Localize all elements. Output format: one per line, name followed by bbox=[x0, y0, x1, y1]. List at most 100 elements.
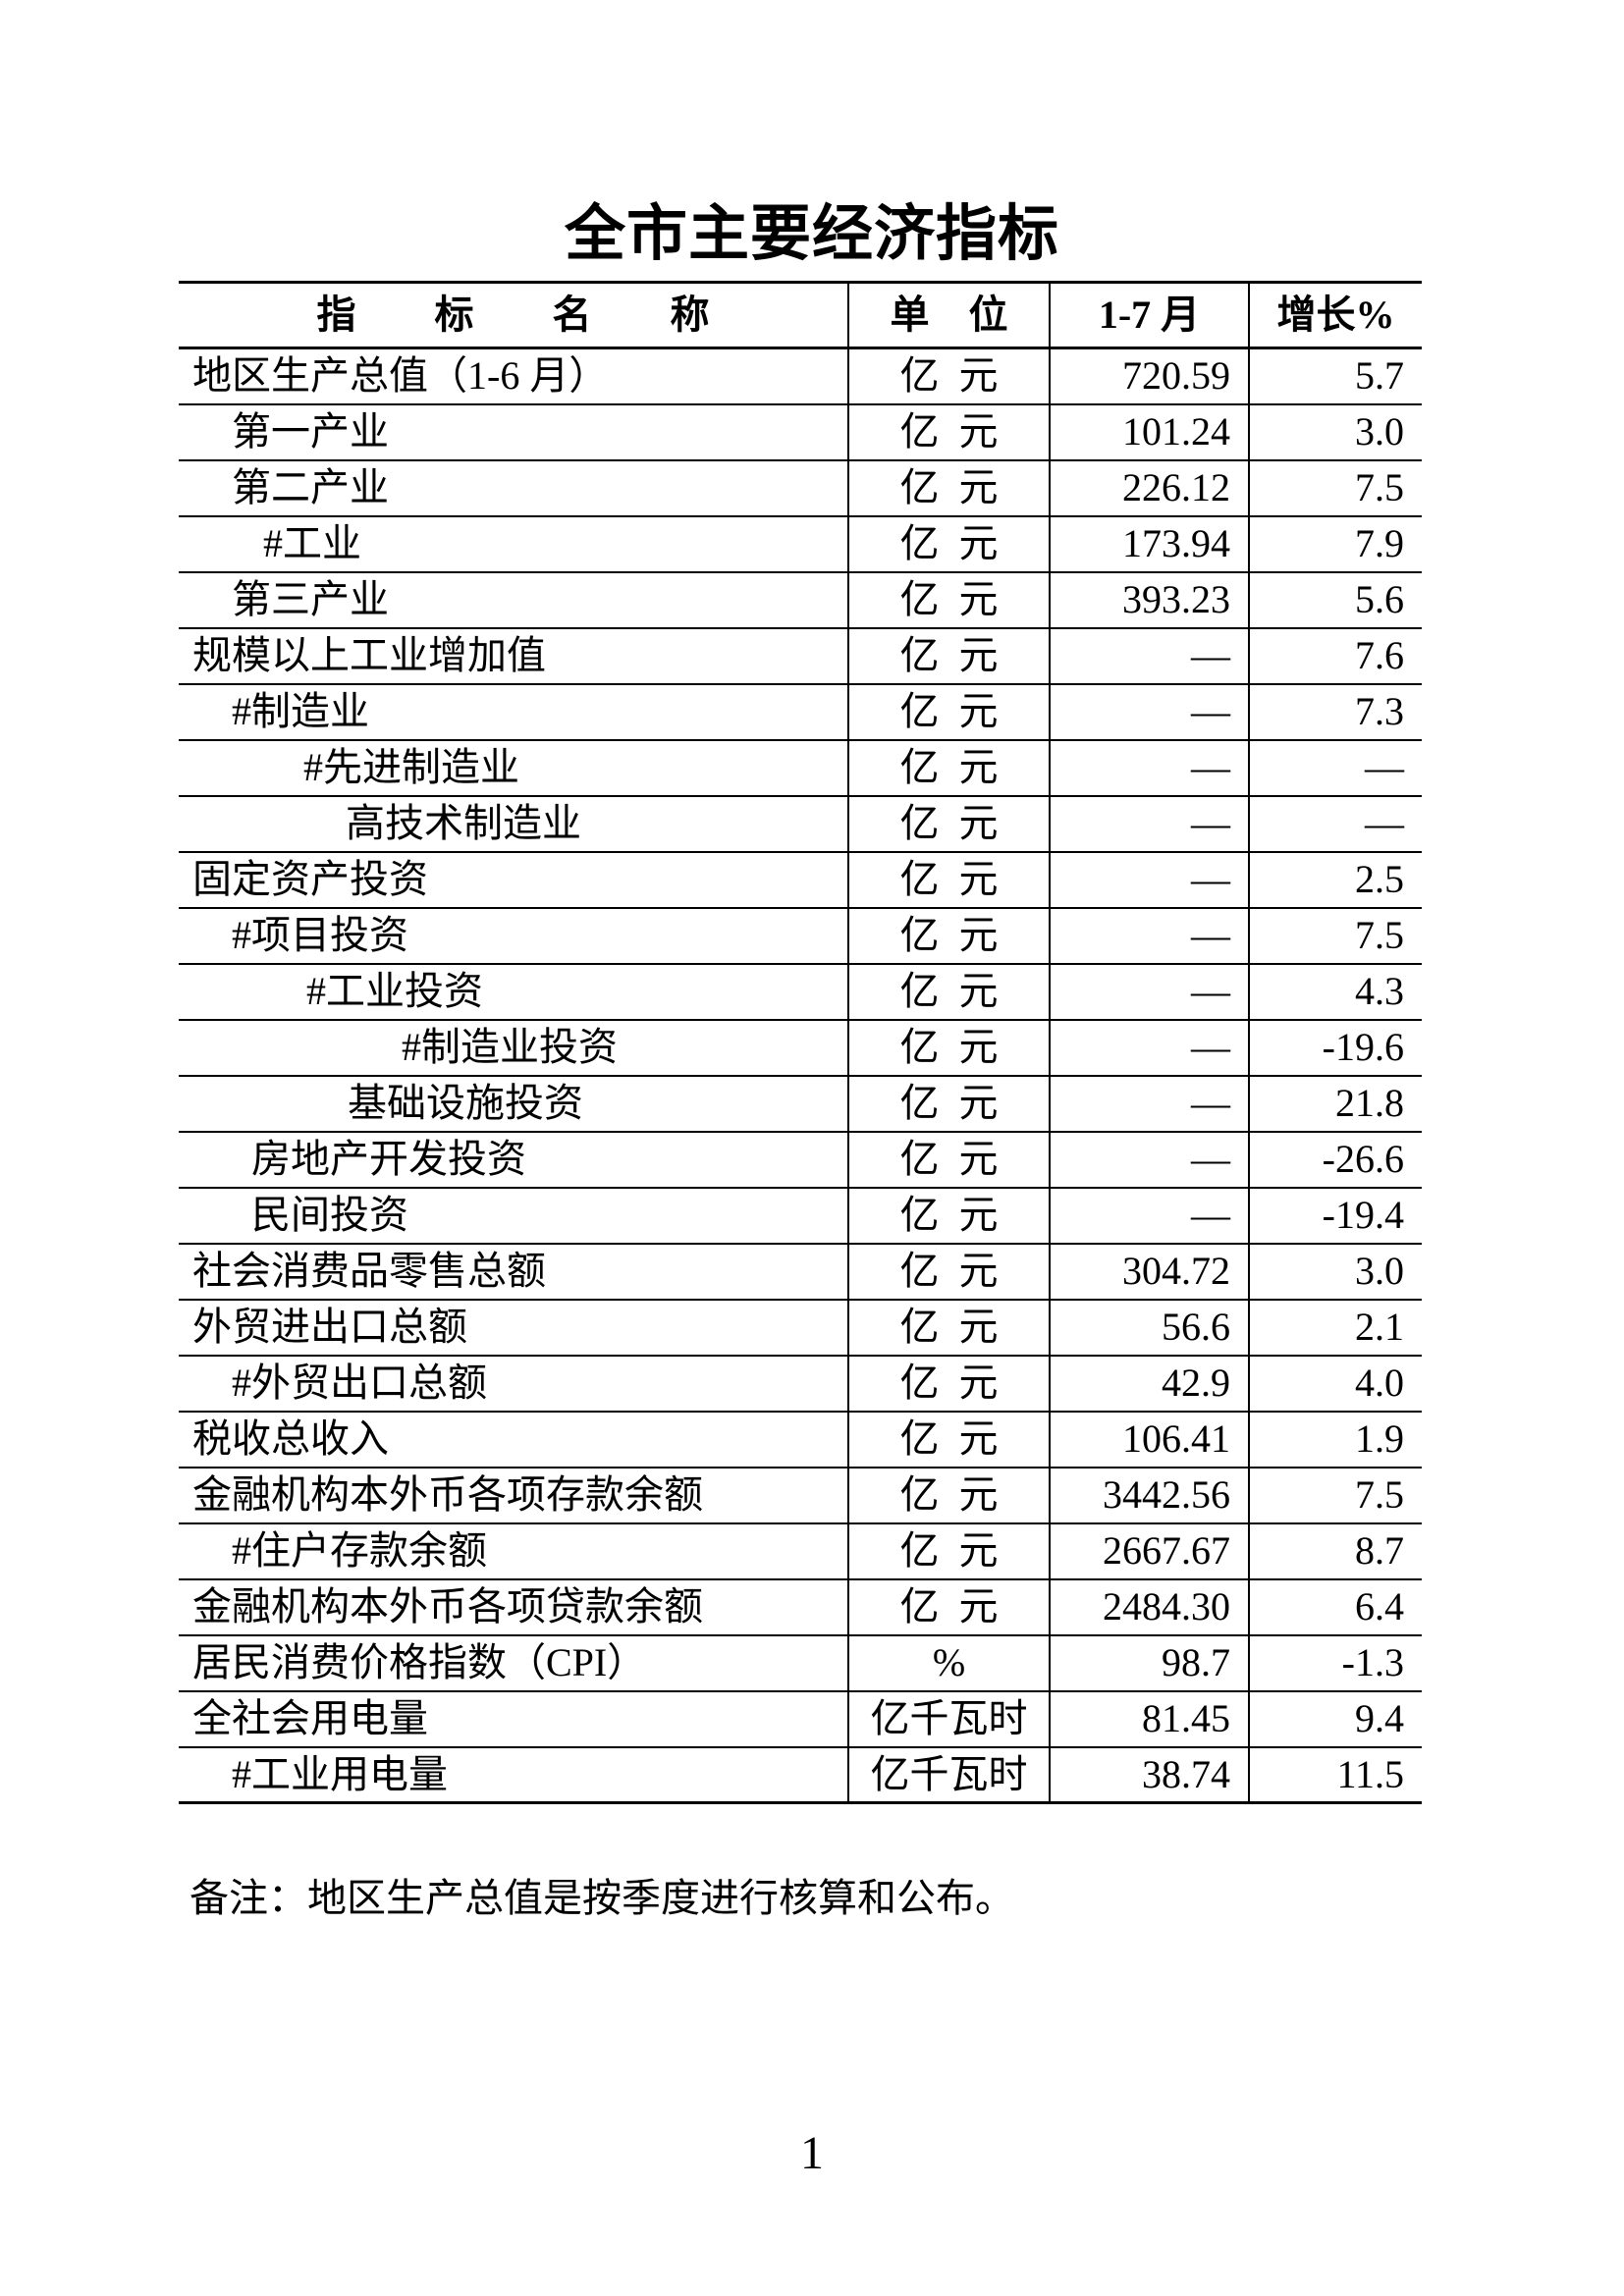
cell-value: — bbox=[1049, 795, 1249, 853]
cell-growth: 5.7 bbox=[1248, 347, 1422, 405]
table-row: #工业投资亿 元 —4.3 bbox=[179, 963, 1422, 1021]
cell-unit: 亿千瓦时 bbox=[847, 1690, 1050, 1748]
cell-label: #工业投资 bbox=[179, 963, 848, 1021]
table-row: 外贸进出口总额亿 元 56.6 2.1 bbox=[179, 1299, 1422, 1357]
cell-value: — bbox=[1049, 963, 1249, 1021]
cell-value: 38.74 bbox=[1049, 1746, 1249, 1804]
table-row: 第三产业亿 元 393.23 5.6 bbox=[179, 571, 1422, 629]
cell-unit: 亿 元 bbox=[847, 1578, 1050, 1636]
cell-value: 173.94 bbox=[1049, 515, 1249, 573]
cell-growth: 7.5 bbox=[1248, 907, 1422, 965]
cell-growth: — bbox=[1248, 795, 1422, 853]
cell-label: #先进制造业 bbox=[179, 739, 848, 797]
cell-growth: 4.3 bbox=[1248, 963, 1422, 1021]
cell-value: — bbox=[1049, 683, 1249, 741]
cell-growth: 1.9 bbox=[1248, 1411, 1422, 1468]
cell-value: 226.12 bbox=[1049, 459, 1249, 517]
cell-value: 106.41 bbox=[1049, 1411, 1249, 1468]
cell-growth: 7.5 bbox=[1248, 459, 1422, 517]
cell-value: — bbox=[1049, 1131, 1249, 1189]
cell-growth: — bbox=[1248, 739, 1422, 797]
table-row: 金融机构本外币各项存款余额亿 元 3442.56 7.5 bbox=[179, 1467, 1422, 1524]
cell-value: — bbox=[1049, 739, 1249, 797]
cell-growth: 2.5 bbox=[1248, 851, 1422, 909]
table-row: #制造业亿 元 —7.3 bbox=[179, 683, 1422, 741]
table-row: 房地产开发投资亿 元 — -26.6 bbox=[179, 1131, 1422, 1189]
cell-value: — bbox=[1049, 1019, 1249, 1077]
cell-unit: 亿 元 bbox=[847, 1131, 1050, 1189]
table-row: 高技术制造业亿 元 — — bbox=[179, 795, 1422, 853]
cell-label: 高技术制造业 bbox=[179, 795, 848, 853]
cell-unit: 亿 元 bbox=[847, 515, 1050, 573]
cell-unit: 亿 元 bbox=[847, 795, 1050, 853]
cell-label: 第三产业 bbox=[179, 571, 848, 629]
cell-value: 98.7 bbox=[1049, 1634, 1249, 1692]
cell-unit: 亿 元 bbox=[847, 403, 1050, 461]
cell-unit: 亿 元 bbox=[847, 627, 1050, 685]
cell-label: 第一产业 bbox=[179, 403, 848, 461]
cell-label: #制造业投资 bbox=[179, 1019, 848, 1077]
cell-growth: 3.0 bbox=[1248, 1243, 1422, 1301]
footnote: 备注：地区生产总值是按季度进行核算和公布。 bbox=[189, 1876, 1014, 1920]
cell-label: 外贸进出口总额 bbox=[179, 1299, 848, 1357]
cell-unit: 亿 元 bbox=[847, 1411, 1050, 1468]
cell-value: 2484.30 bbox=[1049, 1578, 1249, 1636]
cell-growth: 6.4 bbox=[1248, 1578, 1422, 1636]
cell-unit: 亿 元 bbox=[847, 963, 1050, 1021]
cell-label: 金融机构本外币各项贷款余额 bbox=[179, 1578, 848, 1636]
cell-value: — bbox=[1049, 627, 1249, 685]
cell-growth: -26.6 bbox=[1248, 1131, 1422, 1189]
cell-unit: 亿 元 bbox=[847, 739, 1050, 797]
table-row: #工业亿 元 173.94 7.9 bbox=[179, 515, 1422, 573]
table-row: 第二产业亿 元 226.12 7.5 bbox=[179, 459, 1422, 517]
cell-value: 42.9 bbox=[1049, 1355, 1249, 1413]
cell-unit: 亿 元 bbox=[847, 1522, 1050, 1580]
cell-growth: 4.0 bbox=[1248, 1355, 1422, 1413]
cell-unit: 亿 元 bbox=[847, 459, 1050, 517]
table-row: 固定资产投资亿 元 —2.5 bbox=[179, 851, 1422, 909]
cell-unit: 亿 元 bbox=[847, 347, 1050, 405]
cell-label: 社会消费品零售总额 bbox=[179, 1243, 848, 1301]
column-header-period: 1-7 月 bbox=[1049, 281, 1249, 349]
cell-label: 全社会用电量 bbox=[179, 1690, 848, 1748]
cell-label: #项目投资 bbox=[179, 907, 848, 965]
cell-growth: 7.5 bbox=[1248, 1467, 1422, 1524]
table-row: 地区生产总值（1-6 月）亿 元 720.59 5.7 bbox=[179, 347, 1422, 405]
cell-growth: 21.8 bbox=[1248, 1075, 1422, 1133]
econ-table-body: 地区生产总值（1-6 月）亿 元 720.59 5.7 第一产业亿 元 101.24 3.… bbox=[179, 347, 1422, 1804]
cell-unit: 亿 元 bbox=[847, 571, 1050, 629]
cell-unit: 亿 元 bbox=[847, 1355, 1050, 1413]
table-row: 社会消费品零售总额亿 元 304.72 3.0 bbox=[179, 1243, 1422, 1301]
cell-label: 金融机构本外币各项存款余额 bbox=[179, 1467, 848, 1524]
column-header-growth: 增长% bbox=[1248, 281, 1422, 349]
cell-growth: 8.7 bbox=[1248, 1522, 1422, 1580]
cell-value: 56.6 bbox=[1049, 1299, 1249, 1357]
cell-growth: 11.5 bbox=[1248, 1746, 1422, 1804]
cell-growth: 9.4 bbox=[1248, 1690, 1422, 1748]
cell-label: 基础设施投资 bbox=[179, 1075, 848, 1133]
table-row: 民间投资亿 元 — -19.4 bbox=[179, 1187, 1422, 1245]
cell-growth: 7.3 bbox=[1248, 683, 1422, 741]
table-row: 税收总收入亿 元 106.41 1.9 bbox=[179, 1411, 1422, 1468]
cell-unit: 亿 元 bbox=[847, 907, 1050, 965]
cell-label: 规模以上工业增加值 bbox=[179, 627, 848, 685]
table-header: 指 标 名 称 单 位 1-7 月 增长% bbox=[179, 281, 1422, 349]
cell-growth: 3.0 bbox=[1248, 403, 1422, 461]
cell-growth: -19.6 bbox=[1248, 1019, 1422, 1077]
cell-unit: 亿 元 bbox=[847, 1467, 1050, 1524]
table-row: 全社会用电量 亿千瓦时 81.45 9.4 bbox=[179, 1690, 1422, 1748]
cell-unit: 亿 元 bbox=[847, 1075, 1050, 1133]
cell-unit: % bbox=[847, 1634, 1050, 1692]
cell-unit: 亿 元 bbox=[847, 683, 1050, 741]
cell-label: #工业 bbox=[179, 515, 848, 573]
table-row: 基础设施投资亿 元 —21.8 bbox=[179, 1075, 1422, 1133]
cell-label: 居民消费价格指数（CPI） bbox=[179, 1634, 848, 1692]
cell-label: #住户存款余额 bbox=[179, 1522, 848, 1580]
cell-label: #工业用电量 bbox=[179, 1746, 848, 1804]
table-row: 规模以上工业增加值亿 元 —7.6 bbox=[179, 627, 1422, 685]
cell-value: 2667.67 bbox=[1049, 1522, 1249, 1580]
table-row: #工业用电量 亿千瓦时 38.74 11.5 bbox=[179, 1746, 1422, 1804]
table-row: 居民消费价格指数（CPI）% 98.7 -1.3 bbox=[179, 1634, 1422, 1692]
cell-value: 393.23 bbox=[1049, 571, 1249, 629]
